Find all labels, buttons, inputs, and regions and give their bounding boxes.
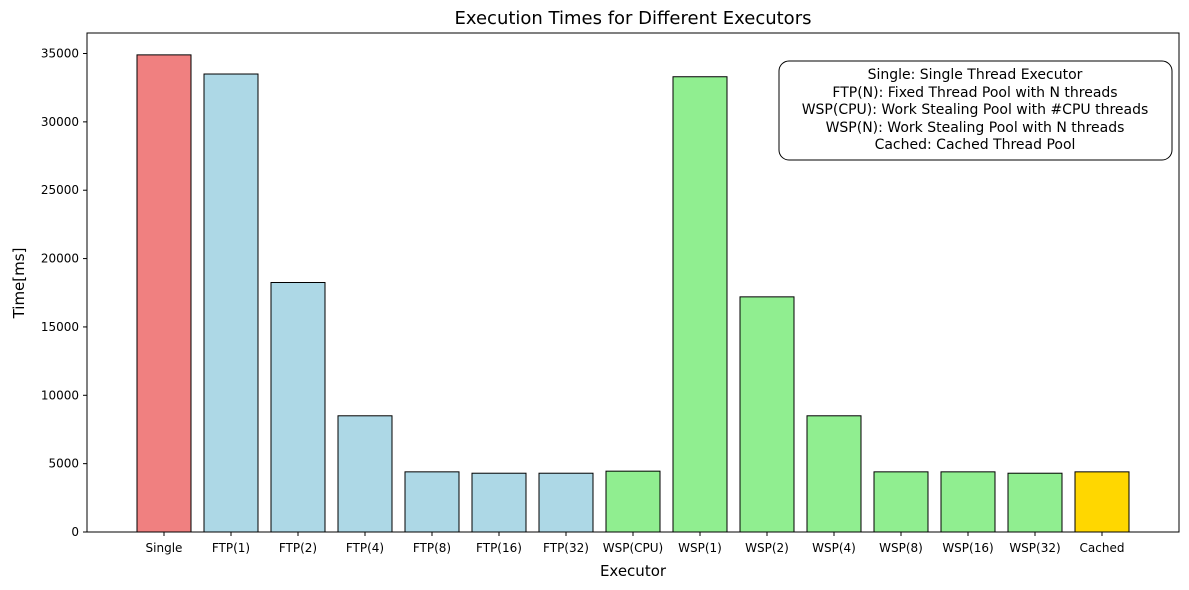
y-tick-label: 10000 — [41, 388, 79, 402]
x-tick-label: Cached — [1080, 541, 1125, 555]
bar-wsp-16 — [940, 471, 996, 533]
y-tick-label: 5000 — [48, 457, 79, 471]
legend-line: WSP(N): Work Stealing Pool with N thread… — [826, 120, 1125, 136]
y-axis-title: Time[ms] — [10, 248, 28, 320]
bar-ftp-1 — [203, 73, 259, 533]
bar-wsp-cpu — [605, 470, 661, 533]
bar-wsp-4 — [806, 415, 862, 533]
bar-single — [136, 54, 192, 533]
bar-cached — [1074, 471, 1130, 533]
bar-ftp-32 — [538, 472, 594, 533]
plot-frame — [86, 32, 1180, 533]
bar-ftp-16 — [471, 472, 527, 533]
y-tick-label: 25000 — [41, 183, 79, 197]
x-tick-label: FTP(8) — [413, 541, 451, 555]
bar-wsp-32 — [1007, 472, 1063, 533]
x-tick-label: FTP(1) — [212, 541, 250, 555]
x-tick-label: Single — [146, 541, 183, 555]
bar-ftp-2 — [270, 282, 326, 533]
x-tick-label: WSP(4) — [812, 541, 856, 555]
y-tick-label: 0 — [71, 525, 79, 539]
bar-wsp-2 — [739, 296, 795, 533]
legend-line: FTP(N): Fixed Thread Pool with N threads — [832, 85, 1117, 101]
legend-line: WSP(CPU): Work Stealing Pool with #CPU t… — [802, 102, 1149, 118]
bar-wsp-8 — [873, 471, 929, 533]
x-axis: Single FTP(1) FTP(2) FTP(4) FTP(8) FTP(16) FTP… — [146, 532, 1125, 555]
legend-line: Single: Single Thread Executor — [868, 67, 1083, 83]
bar-ftp-4 — [337, 415, 393, 533]
y-tick-label: 15000 — [41, 320, 79, 334]
x-tick-label: WSP(2) — [745, 541, 789, 555]
y-tick-label: 30000 — [41, 115, 79, 129]
x-tick-label: WSP(1) — [678, 541, 722, 555]
x-tick-label: WSP(8) — [879, 541, 923, 555]
x-tick-label: FTP(2) — [279, 541, 317, 555]
x-tick-label: FTP(32) — [543, 541, 589, 555]
y-axis: 0 5000 10000 15000 20000 25000 30000 35000 — [41, 47, 87, 539]
x-tick-label: WSP(32) — [1009, 541, 1060, 555]
x-tick-label: WSP(CPU) — [603, 541, 663, 555]
bar-wsp-1 — [672, 76, 728, 533]
x-tick-label: FTP(4) — [346, 541, 384, 555]
bars-group — [136, 54, 1130, 533]
y-tick-label: 35000 — [41, 47, 79, 61]
x-tick-label: WSP(16) — [942, 541, 993, 555]
legend-box: Single: Single Thread Executor FTP(N): F… — [778, 60, 1173, 161]
bar-ftp-8 — [404, 471, 460, 533]
y-tick-label: 20000 — [41, 252, 79, 266]
chart-title: Execution Times for Different Executors — [455, 8, 812, 29]
legend-frame — [778, 60, 1173, 161]
legend-line: Cached: Cached Thread Pool — [875, 137, 1076, 153]
x-axis-title: Executor — [600, 562, 667, 580]
x-tick-label: FTP(16) — [476, 541, 522, 555]
